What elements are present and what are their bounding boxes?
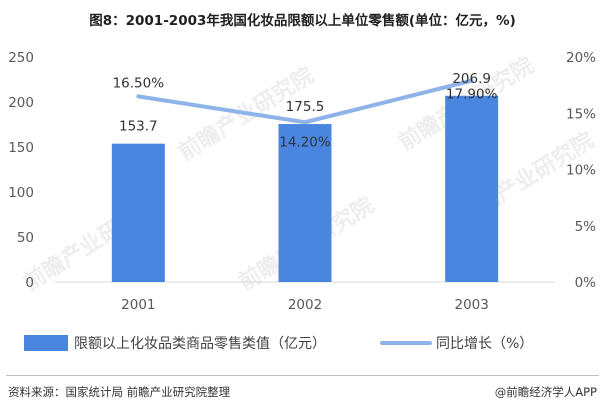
x-tick-label: 2001 xyxy=(121,297,155,313)
line-value-label: 17.90% xyxy=(446,87,498,103)
line-value-label: 14.20% xyxy=(279,134,331,150)
bar-2001 xyxy=(111,143,165,282)
legend-line-label: 同比增长（%） xyxy=(436,336,533,352)
data-labels: 153.7 175.5 206.9 16.50% 14.20% 17.90% xyxy=(113,71,498,150)
left-tick-label: 100 xyxy=(8,185,34,201)
chart-svg: 前瞻产业研究院前瞻产业研究院前瞻产业研究院前瞻产业研究院前瞻产业研究院 0501… xyxy=(8,50,598,352)
source-note: 资料来源：国家统计局 前瞻产业研究院整理 xyxy=(8,385,231,399)
footer-divider xyxy=(6,375,599,376)
chart-title: 图8：2001-2003年我国化妆品限额以上单位零售额(单位：亿元，%) xyxy=(89,13,516,29)
bar-value-label: 175.5 xyxy=(286,99,325,115)
x-tick-label: 2002 xyxy=(288,297,322,313)
left-tick-label: 50 xyxy=(17,230,34,246)
right-tick-label: 15% xyxy=(566,106,596,122)
line-value-label: 16.50% xyxy=(113,75,165,91)
bar-value-label: 206.9 xyxy=(452,71,491,87)
legend-bar-swatch xyxy=(24,335,68,351)
bar-value-label: 153.7 xyxy=(119,119,158,135)
bar-series xyxy=(111,95,499,282)
x-tick-label: 2003 xyxy=(454,297,488,313)
legend-bar-label: 限额以上化妆品类商品零售类值（亿元） xyxy=(74,336,326,352)
left-tick-label: 0 xyxy=(25,275,34,291)
right-axis: 0% 5% 10% 15% 20% xyxy=(566,50,596,291)
right-tick-label: 10% xyxy=(566,163,596,179)
x-axis: 2001 2002 2003 xyxy=(121,297,489,313)
right-tick-label: 20% xyxy=(566,50,596,66)
left-tick-label: 150 xyxy=(8,140,34,156)
left-tick-label: 200 xyxy=(8,95,34,111)
legend: 限额以上化妆品类商品零售类值（亿元） 同比增长（%） xyxy=(24,335,533,352)
left-axis: 0 50 100 150 200 250 xyxy=(8,50,34,291)
right-tick-label: 5% xyxy=(575,219,597,235)
left-tick-label: 250 xyxy=(8,50,34,66)
line-series xyxy=(136,78,474,125)
brand-credit: @前瞻经济学人APP xyxy=(494,385,597,399)
bar-2002 xyxy=(278,124,332,282)
right-tick-label: 0% xyxy=(575,275,597,291)
bar-2003 xyxy=(445,95,499,282)
